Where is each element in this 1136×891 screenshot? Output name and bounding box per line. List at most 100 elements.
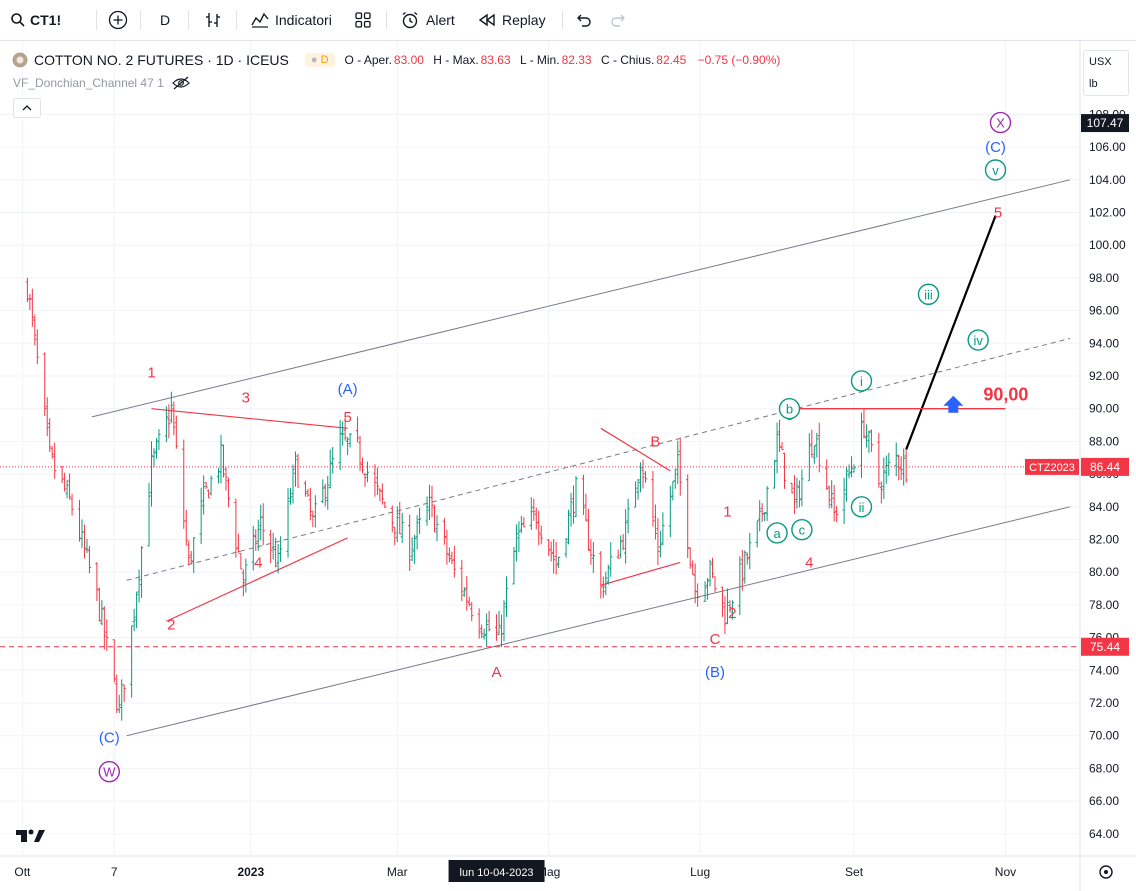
trendline-channel-upper[interactable]	[91, 179, 1071, 418]
wave-label[interactable]: X	[989, 111, 1012, 134]
price-tick-label: 80.00	[1089, 565, 1119, 579]
price-bar	[470, 601, 474, 622]
compare-button[interactable]	[108, 0, 128, 40]
price-bar	[830, 480, 834, 509]
price-bar	[609, 542, 613, 577]
pattern-trendline[interactable]	[600, 561, 681, 586]
price-bar	[348, 433, 352, 448]
symbol-title[interactable]: COTTON NO. 2 FUTURES · 1D · ICEUS	[34, 52, 289, 68]
wave-label-text: 1	[723, 504, 731, 521]
wave-label[interactable]: 2	[728, 605, 736, 622]
price-bar	[206, 489, 211, 499]
wave-label[interactable]: 1	[147, 365, 155, 382]
wave-label[interactable]: iv	[967, 329, 989, 351]
wave-label[interactable]: (C)	[985, 139, 1006, 156]
price-bar	[278, 536, 283, 563]
undo-button[interactable]	[574, 0, 592, 40]
price-bar	[365, 461, 370, 483]
price-bar	[586, 508, 591, 551]
wave-label-text: b	[786, 402, 793, 417]
unit-label[interactable]: lb	[1089, 78, 1098, 90]
wave-label[interactable]: 3	[242, 389, 250, 406]
pattern-trendline[interactable]	[151, 408, 348, 429]
indicator-legend[interactable]: VF_Donchian_Channel 47 1	[13, 76, 190, 90]
wave-label[interactable]: 4	[805, 554, 813, 571]
wave-label[interactable]: 4	[254, 554, 262, 571]
delayed-badge[interactable]: ● D	[304, 53, 335, 67]
price-bar	[852, 464, 856, 473]
wave-label[interactable]: (B)	[705, 664, 725, 681]
trendline-projection[interactable]	[905, 215, 997, 450]
price-bar	[117, 694, 121, 714]
wave-label[interactable]: iii	[917, 283, 940, 305]
replay-button[interactable]: Replay	[478, 0, 546, 40]
price-bar	[400, 513, 404, 544]
wave-label[interactable]: B	[650, 433, 660, 450]
wave-label[interactable]: 5	[343, 409, 351, 426]
bar-chart-type-icon	[206, 13, 220, 27]
target-up-arrow[interactable]	[943, 395, 964, 413]
price-bar	[380, 483, 384, 505]
price-bar	[668, 485, 672, 538]
price-bar	[552, 539, 556, 574]
price-bar	[772, 459, 777, 489]
price-bar	[293, 451, 298, 487]
chart-type-button[interactable]	[203, 0, 223, 40]
wave-label[interactable]: b	[778, 398, 801, 420]
gear-icon[interactable]	[1099, 865, 1113, 879]
price-bar	[271, 532, 275, 560]
price-bar	[398, 501, 402, 535]
wave-label[interactable]: a	[766, 522, 788, 544]
price-bar	[673, 468, 677, 489]
wave-label[interactable]: v	[984, 159, 1007, 181]
wave-label[interactable]: (C)	[99, 729, 120, 746]
alert-button[interactable]: Alert	[400, 0, 455, 40]
trendline-channel-mid[interactable]	[126, 337, 1071, 581]
currency-unit-selector[interactable]: USX lb	[1083, 50, 1129, 96]
pattern-trendline[interactable]	[166, 537, 348, 622]
wave-label[interactable]: i	[850, 370, 873, 392]
indicators-button[interactable]: Indicatori	[250, 0, 332, 40]
price-bar	[532, 498, 536, 521]
price-bar	[425, 496, 429, 526]
collapse-legend-button[interactable]	[13, 98, 41, 118]
wave-label[interactable]: 5	[994, 205, 1002, 222]
trendline-channel-lower[interactable]	[126, 506, 1071, 737]
price-bar	[45, 397, 49, 437]
pattern-trendline[interactable]	[600, 427, 671, 472]
logo-part	[34, 830, 45, 842]
price-tick-label: 88.00	[1089, 434, 1119, 448]
wave-label[interactable]: A	[492, 664, 502, 681]
wave-label[interactable]: 2	[167, 617, 175, 634]
interval-button[interactable]: D	[160, 12, 171, 28]
price-bar	[137, 569, 141, 603]
wave-label-text: ii	[859, 500, 865, 515]
price-bar	[549, 541, 553, 562]
chart-area[interactable]: 90,00 12345(A)ABC(B)12345(C)(C)WXabciiii…	[0, 41, 1136, 891]
wave-label[interactable]: ii	[850, 496, 873, 518]
symbol-search-button[interactable]: CT1!	[10, 0, 61, 40]
wave-label[interactable]: 1	[723, 504, 731, 521]
price-bar	[728, 600, 732, 613]
redo-button[interactable]	[610, 0, 628, 40]
wave-label[interactable]: (A)	[338, 381, 358, 398]
wave-label[interactable]: c	[791, 518, 813, 541]
wave-label-text: B	[650, 433, 660, 450]
price-chart[interactable]: 90,00 12345(A)ABC(B)12345(C)(C)WXabciiii…	[0, 41, 1136, 891]
price-bar	[606, 564, 610, 585]
price-bar	[221, 444, 226, 478]
target-price-label[interactable]: 90,00	[983, 385, 1028, 405]
price-bar	[713, 576, 717, 592]
logo-part	[16, 830, 27, 842]
wave-label[interactable]: W	[98, 760, 120, 783]
price-bar	[485, 613, 489, 647]
layouts-button[interactable]	[354, 0, 372, 40]
wave-label[interactable]: C	[710, 631, 721, 648]
price-bar	[154, 438, 159, 459]
price-bar	[730, 600, 734, 620]
currency-label[interactable]: USX	[1089, 56, 1112, 68]
symbol-label: CT1!	[30, 12, 62, 28]
price-bar	[328, 449, 332, 489]
eye-hidden-icon[interactable]	[171, 76, 190, 90]
price-bar	[383, 501, 387, 509]
